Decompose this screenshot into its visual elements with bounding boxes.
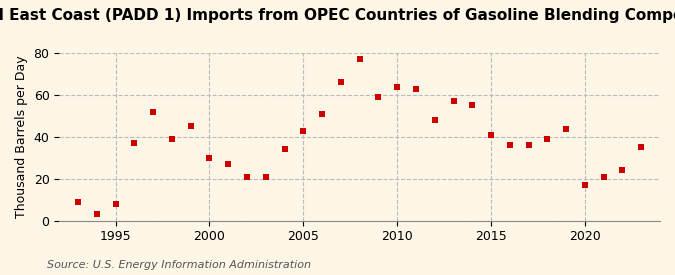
Point [204,156,215,160]
Point [279,147,290,152]
Point [110,202,121,206]
Point [485,133,496,137]
Point [167,137,178,141]
Point [561,126,572,131]
Point [467,103,478,108]
Point [617,168,628,173]
Point [317,112,327,116]
Point [354,57,365,62]
Point [598,175,609,179]
Point [542,137,553,141]
Point [242,175,252,179]
Text: Source: U.S. Energy Information Administration: Source: U.S. Energy Information Administ… [47,260,311,270]
Point [223,162,234,166]
Point [91,212,102,217]
Point [148,109,159,114]
Point [298,128,308,133]
Point [373,95,384,99]
Point [392,84,402,89]
Point [448,99,459,103]
Point [410,86,421,91]
Point [580,183,591,187]
Y-axis label: Thousand Barrels per Day: Thousand Barrels per Day [15,56,28,218]
Point [73,200,84,204]
Point [429,118,440,122]
Point [636,145,647,150]
Point [504,143,515,147]
Text: Annual East Coast (PADD 1) Imports from OPEC Countries of Gasoline Blending Comp: Annual East Coast (PADD 1) Imports from … [0,8,675,23]
Point [335,80,346,84]
Point [129,141,140,145]
Point [185,124,196,129]
Point [523,143,534,147]
Point [261,175,271,179]
